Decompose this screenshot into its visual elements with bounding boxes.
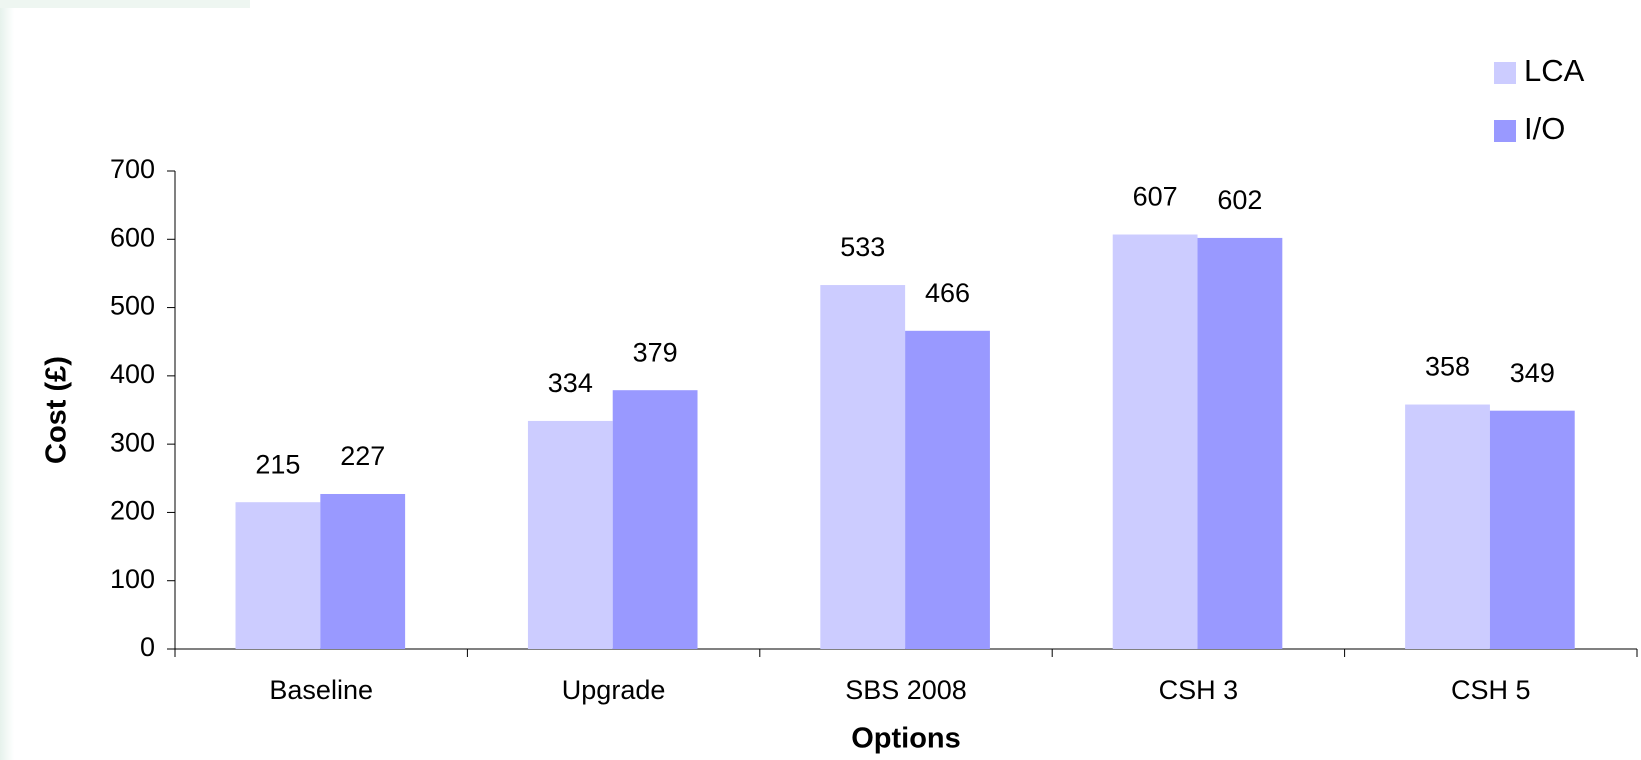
data-label: 379 <box>633 337 678 367</box>
bar <box>612 390 698 649</box>
y-tick-label: 700 <box>110 154 155 184</box>
legend-swatch <box>1494 62 1516 84</box>
bar <box>905 330 990 649</box>
x-tick-label: CSH 5 <box>1451 675 1531 705</box>
x-tick-label: CSH 3 <box>1159 675 1239 705</box>
x-axis-title: Options <box>851 723 961 755</box>
y-tick-label: 300 <box>110 427 155 457</box>
x-tick-label: Upgrade <box>562 675 666 705</box>
bar <box>1405 404 1490 649</box>
data-label: 334 <box>548 368 593 398</box>
y-tick-label: 400 <box>110 359 155 389</box>
data-label: 227 <box>340 441 385 471</box>
bar <box>320 493 406 649</box>
y-tick-label: 0 <box>140 632 155 662</box>
x-tick-label: SBS 2008 <box>845 675 967 705</box>
bar <box>820 285 906 649</box>
bar <box>1197 237 1283 650</box>
x-tick-label: Baseline <box>269 675 373 705</box>
legend-swatch <box>1494 120 1516 142</box>
data-label: 358 <box>1425 352 1470 382</box>
data-label: 533 <box>840 232 885 262</box>
background-edge <box>0 0 14 760</box>
y-tick-label: 100 <box>110 564 155 594</box>
bar <box>527 420 613 649</box>
legend-label: I/O <box>1524 111 1565 146</box>
background-edge <box>0 0 250 8</box>
y-tick-label: 500 <box>110 291 155 321</box>
y-axis-title: Cost (£) <box>41 356 73 464</box>
data-label: 607 <box>1133 182 1178 212</box>
legend-label: LCA <box>1524 53 1585 88</box>
bar <box>1489 410 1575 649</box>
bar <box>1112 234 1198 649</box>
data-label: 215 <box>255 449 300 479</box>
data-label: 602 <box>1217 185 1262 215</box>
y-tick-label: 200 <box>110 496 155 526</box>
bar <box>235 502 321 649</box>
y-tick-label: 600 <box>110 222 155 252</box>
data-label: 349 <box>1510 358 1555 388</box>
data-label: 466 <box>925 278 970 308</box>
